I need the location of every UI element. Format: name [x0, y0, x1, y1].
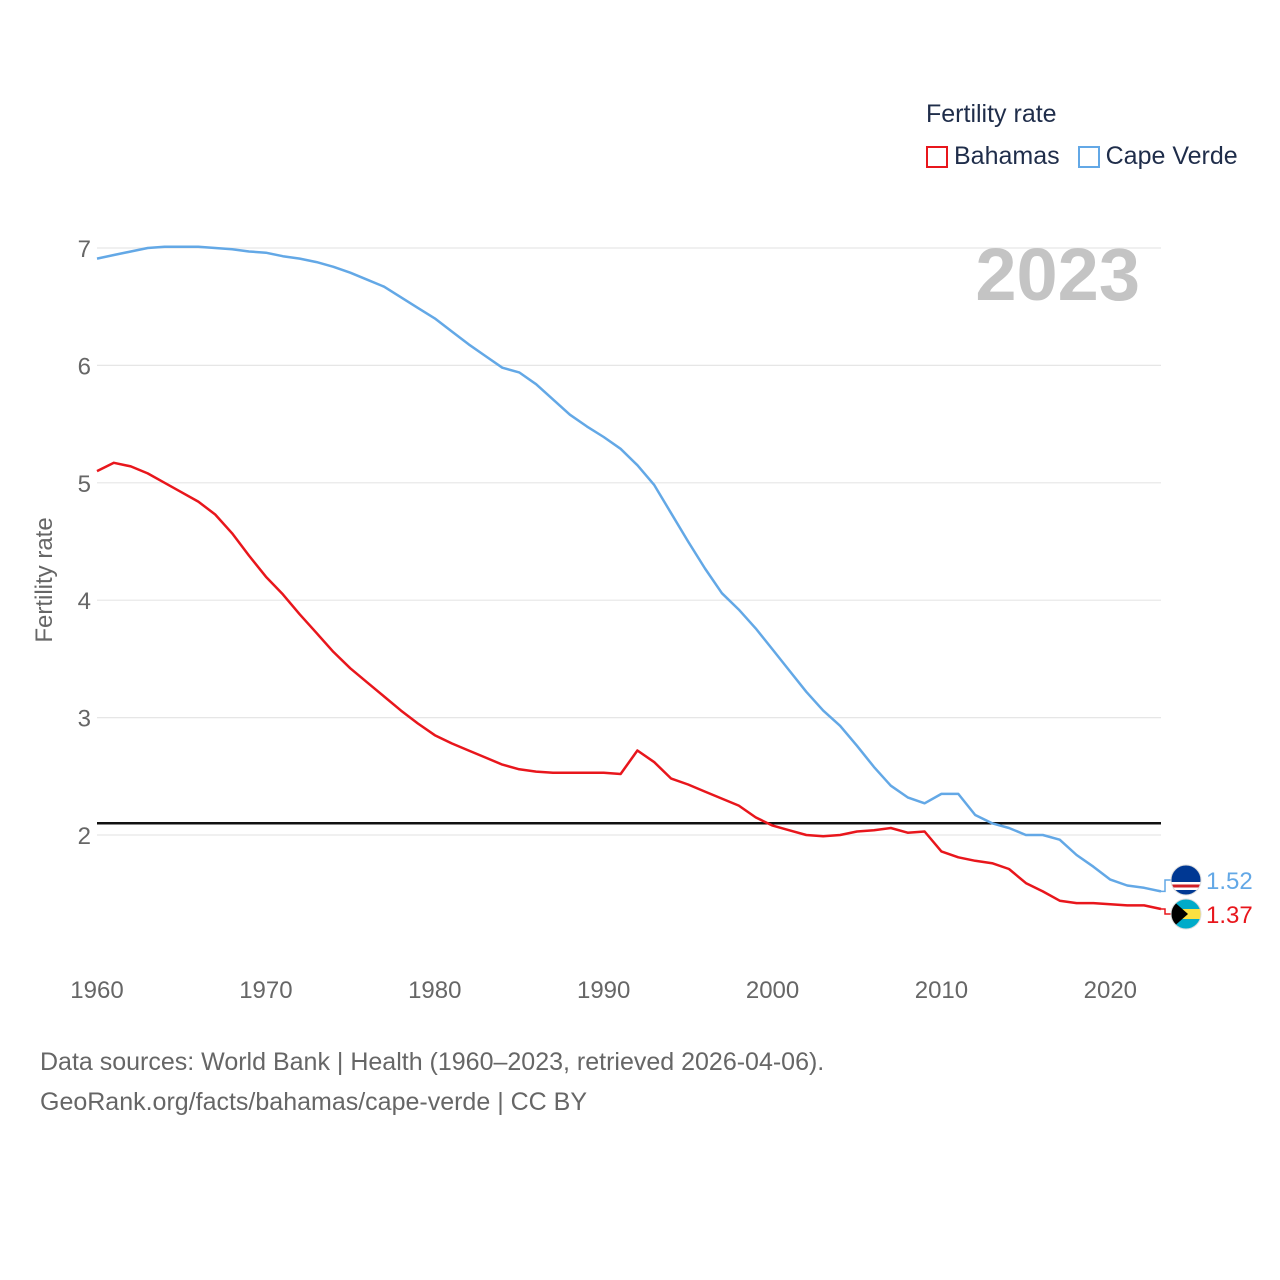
y-tick-4: 4 — [78, 588, 91, 615]
x-tick-1990: 1990 — [577, 977, 630, 1004]
legend-label-cape-verde: Cape Verde — [1105, 142, 1238, 170]
y-tick-2: 2 — [78, 823, 91, 850]
footer-sources: Data sources: World Bank | Health (1960–… — [40, 1048, 825, 1076]
y-tick-5: 5 — [78, 471, 91, 498]
legend-swatch-cape-verde — [1077, 145, 1100, 168]
legend-item-cape-verde[interactable]: Cape Verde — [1077, 142, 1238, 171]
x-tick-2000: 2000 — [746, 977, 799, 1004]
end-label-cape-verde: 1.52 — [1206, 868, 1253, 895]
series-line-bahamas — [96, 461, 1162, 911]
legend-swatch-bahamas — [926, 145, 948, 168]
end-label-bahamas: 1.37 — [1206, 902, 1253, 929]
y-axis-ticks: 2 3 4 5 6 7 — [78, 236, 91, 850]
y-tick-6: 6 — [78, 353, 91, 380]
y-axis-label: Fertility rate — [31, 517, 58, 642]
legend-item-bahamas[interactable]: Bahamas — [926, 142, 1060, 171]
flag-cape-verde-icon — [1170, 864, 1202, 896]
x-tick-1980: 1980 — [408, 977, 461, 1004]
y-tick-3: 3 — [78, 706, 91, 733]
legend-label-bahamas: Bahamas — [954, 142, 1060, 170]
x-tick-2010: 2010 — [915, 977, 968, 1004]
x-tick-1970: 1970 — [239, 977, 292, 1004]
footer: Data sources: World Bank | Health (1960–… — [40, 1042, 824, 1122]
x-tick-1960: 1960 — [70, 977, 123, 1004]
end-connector-cape-verde — [1161, 879, 1171, 893]
y-tick-7: 7 — [78, 236, 91, 263]
x-tick-2020: 2020 — [1084, 977, 1137, 1004]
flag-bahamas-icon — [1170, 898, 1202, 930]
series-line-cape-verde — [96, 245, 1162, 893]
legend: Bahamas Cape Verde — [926, 142, 1238, 171]
year-title: 2023 — [975, 233, 1140, 316]
end-connector-bahamas — [1161, 908, 1171, 915]
end-flags: 1.52 1.37 — [1161, 864, 1253, 930]
series-lines — [96, 245, 1162, 911]
footer-link[interactable]: GeoRank.org/facts/bahamas/cape-verde | C… — [40, 1088, 588, 1116]
legend-title: Fertility rate — [926, 100, 1057, 128]
x-axis-ticks: 1960 1970 1980 1990 2000 2010 2020 — [70, 977, 1137, 1004]
gridlines — [97, 247, 1161, 836]
